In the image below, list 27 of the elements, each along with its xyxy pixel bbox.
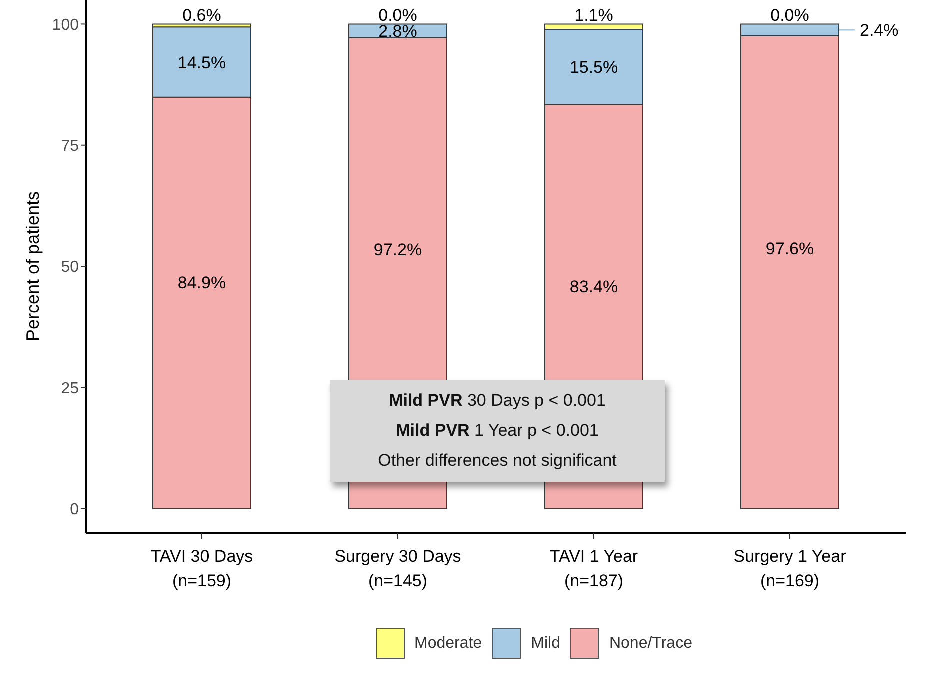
data-label: 1.1% — [574, 6, 614, 26]
legend-label: Mild — [531, 634, 560, 652]
x-tick-label: Surgery 30 Days (n=145) — [334, 547, 462, 591]
x-tick-label: TAVI 1 Year (n=187) — [550, 547, 638, 591]
data-label: 84.9% — [178, 273, 226, 292]
note-panel: Mild PVR 30 Days p < 0.001 Mild PVR 1 Year p < 0.001 Other differences not significant — [330, 380, 665, 482]
data-label: 14.5% — [178, 52, 226, 72]
x-tick-label: TAVI 30 Days (n=159) — [150, 547, 254, 591]
legend-label: None/Trace — [609, 634, 692, 652]
y-axis-title: Percent of patients — [23, 191, 43, 342]
data-label: 2.4% — [860, 20, 899, 40]
annotation: Mild PVR 30 Days p < 0.001 — [389, 390, 606, 412]
y-tick-label: 0 — [70, 501, 80, 518]
data-label: 15.5% — [570, 58, 618, 77]
x-tick-label: Surgery 1 Year (n=169) — [734, 547, 847, 591]
data-label: 83.4% — [570, 277, 618, 296]
annotation: Mild PVR 1 Year p < 0.001 — [396, 420, 599, 442]
annotation: Other differences not significant — [378, 450, 617, 472]
y-tick-label: 25 — [61, 380, 80, 398]
y-tick-label: 100 — [52, 16, 80, 34]
legend-label: Moderate — [414, 634, 482, 652]
data-label: 0.0% — [770, 6, 810, 26]
data-label: 0.6% — [182, 6, 222, 26]
data-label: 97.2% — [374, 240, 422, 260]
y-tick-label: 50 — [61, 259, 80, 276]
data-label: 97.6% — [766, 239, 814, 258]
y-tick-label: 75 — [61, 138, 80, 156]
